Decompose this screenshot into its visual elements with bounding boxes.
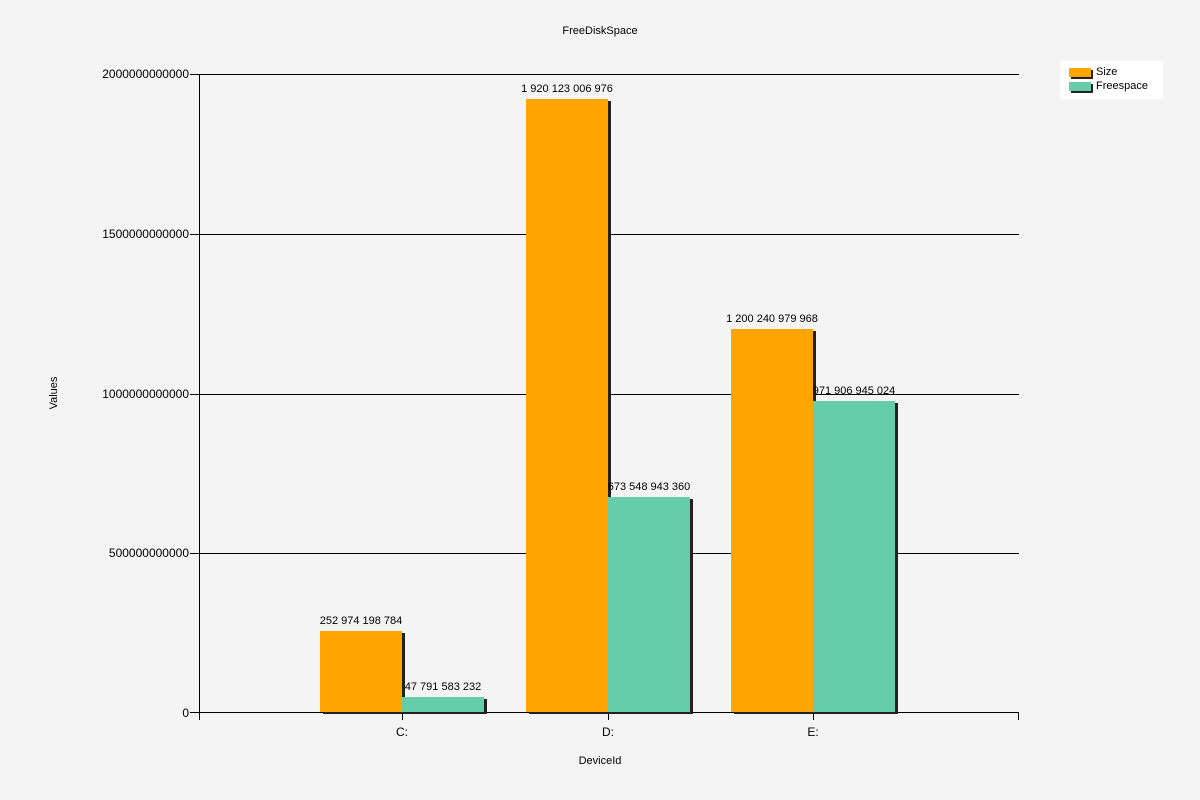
x-tick bbox=[608, 713, 609, 720]
y-axis bbox=[199, 74, 200, 720]
bar-freespace-e bbox=[813, 401, 895, 712]
data-label: 47 791 583 232 bbox=[404, 680, 482, 693]
bar-freespace-d bbox=[608, 496, 690, 712]
x-tick bbox=[813, 713, 814, 720]
x-axis bbox=[199, 712, 1019, 713]
x-tick-label: D: bbox=[602, 725, 614, 739]
x-axis-label: DeviceId bbox=[578, 755, 622, 767]
y-tick bbox=[190, 553, 199, 555]
data-label: 971 906 945 024 bbox=[812, 385, 896, 398]
bar-size-e bbox=[731, 328, 813, 712]
legend-swatch bbox=[1069, 81, 1091, 91]
gridline bbox=[199, 393, 1019, 395]
legend-item-size: Size bbox=[1069, 65, 1117, 79]
x-tick-label: C: bbox=[396, 725, 408, 739]
legend: Size Freespace bbox=[1060, 61, 1163, 99]
x-tick bbox=[199, 713, 200, 720]
x-tick-label: E: bbox=[807, 725, 819, 739]
y-tick bbox=[190, 233, 199, 235]
gridline bbox=[199, 233, 1019, 235]
y-tick-label: 1500000000000 bbox=[102, 226, 189, 241]
data-label: 1 920 123 006 976 bbox=[521, 82, 613, 95]
y-axis-label: Values bbox=[48, 376, 60, 410]
x-tick bbox=[402, 713, 403, 720]
bar-size-c bbox=[320, 631, 402, 712]
legend-swatch bbox=[1069, 67, 1091, 77]
y-tick bbox=[190, 74, 199, 75]
data-label: 673 548 943 360 bbox=[607, 480, 691, 493]
y-tick-label: 0 bbox=[182, 706, 189, 720]
y-tick-label: 2000000000000 bbox=[102, 67, 189, 81]
plot-area: 0 500000000000 1000000000000 1500000000000 2… bbox=[102, 67, 1019, 739]
gridline bbox=[199, 74, 1019, 75]
bar-size-d bbox=[526, 98, 608, 712]
data-label: 1 200 240 979 968 bbox=[726, 312, 818, 325]
y-tick bbox=[190, 712, 199, 713]
y-tick bbox=[190, 393, 199, 395]
data-label: 252 974 198 784 bbox=[319, 615, 403, 628]
chart-title: FreeDiskSpace bbox=[562, 25, 638, 37]
x-tick bbox=[1018, 713, 1019, 720]
y-tick-label: 1000000000000 bbox=[102, 386, 189, 401]
bar-freespace-c bbox=[402, 696, 484, 712]
legend-label: Freespace bbox=[1096, 80, 1148, 92]
y-tick-label: 500000000000 bbox=[108, 546, 189, 561]
legend-label: Size bbox=[1096, 66, 1118, 78]
legend-item-freespace: Freespace bbox=[1069, 79, 1148, 93]
